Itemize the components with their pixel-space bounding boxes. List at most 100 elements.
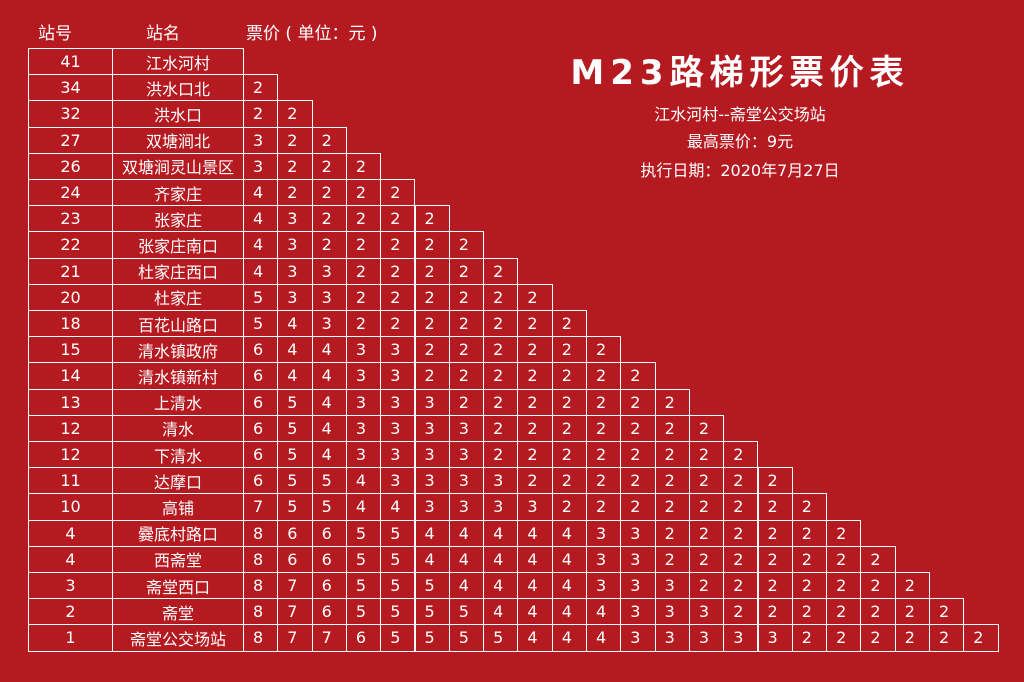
fare-cell: 4 [483, 572, 519, 600]
station-name: 下清水 [112, 441, 244, 469]
fare-cell: 3 [277, 231, 313, 259]
station-number: 34 [28, 74, 113, 102]
station-number: 11 [28, 467, 113, 495]
station-name: 高铺 [112, 493, 244, 521]
station-number: 41 [28, 48, 113, 76]
fare-cell: 2 [894, 572, 930, 600]
fare-cell: 8 [243, 519, 279, 547]
fare-cell: 2 [688, 467, 725, 495]
fare-cell: 2 [654, 388, 690, 416]
fare-cell: 2 [483, 388, 519, 416]
fare-cell: 3 [620, 519, 656, 547]
fare-cell: 2 [586, 336, 622, 364]
fare-cell: 3 [620, 624, 656, 652]
fare-cell: 2 [826, 624, 862, 652]
station-name: 双塘涧灵山景区 [112, 152, 244, 180]
fare-cell: 2 [345, 310, 382, 338]
fare-cell: 2 [483, 257, 519, 285]
fare-cell: 2 [688, 441, 725, 469]
fare-cell: 6 [311, 519, 347, 547]
fare-cell: 2 [414, 310, 450, 338]
fare-cell: 2 [380, 205, 416, 233]
fare-cell: 5 [380, 519, 416, 547]
fare-cell: 2 [414, 257, 450, 285]
fare-cell: 2 [380, 283, 416, 311]
fare-cell: 2 [243, 100, 279, 128]
fare-cell: 3 [517, 493, 553, 521]
fare-cell: 6 [277, 545, 313, 573]
fare-cell: 2 [586, 388, 622, 416]
station-number: 32 [28, 100, 113, 128]
header-station-name: 站名 [146, 24, 180, 44]
fare-cell: 2 [860, 572, 896, 600]
fare-cell: 3 [345, 336, 382, 364]
fare-cell: 2 [723, 519, 759, 547]
header-station-no: 站号 [38, 24, 72, 44]
fare-cell: 4 [277, 310, 313, 338]
station-name: 双塘涧北 [112, 126, 244, 154]
fare-cell: 2 [929, 598, 965, 626]
fare-cell: 3 [277, 283, 313, 311]
station-number: 26 [28, 152, 113, 180]
fare-cell: 2 [380, 231, 416, 259]
fare-cell: 3 [620, 572, 656, 600]
station-number: 27 [28, 126, 113, 154]
fare-cell: 2 [723, 441, 759, 469]
fare-cell: 8 [243, 624, 279, 652]
fare-cell: 5 [345, 572, 382, 600]
fare-cell: 2 [757, 598, 793, 626]
fare-cell: 2 [345, 152, 382, 180]
fare-cell: 3 [586, 545, 622, 573]
fare-cell: 2 [448, 362, 485, 390]
fare-cell: 2 [414, 205, 450, 233]
fare-cell: 4 [483, 519, 519, 547]
fare-cell: 2 [723, 545, 759, 573]
fare-cell: 2 [345, 179, 382, 207]
fare-cell: 2 [517, 388, 553, 416]
fare-cell: 4 [311, 441, 347, 469]
fare-cell: 4 [311, 362, 347, 390]
fare-cell: 2 [311, 179, 347, 207]
fare-cell: 2 [586, 441, 622, 469]
fare-cell: 4 [243, 179, 279, 207]
fare-cell: 5 [277, 388, 313, 416]
fare-cell: 3 [380, 336, 416, 364]
fare-cell: 2 [929, 624, 965, 652]
fare-cell: 2 [311, 205, 347, 233]
fare-cell: 2 [723, 467, 759, 495]
fare-cell: 2 [757, 572, 793, 600]
station-number: 20 [28, 283, 113, 311]
fare-cell: 3 [483, 467, 519, 495]
fare-cell: 6 [311, 545, 347, 573]
fare-cell: 3 [448, 493, 485, 521]
station-number: 14 [28, 362, 113, 390]
fare-cell: 2 [688, 572, 725, 600]
fare-cell: 2 [791, 493, 828, 521]
fare-cell: 4 [311, 388, 347, 416]
fare-cell: 4 [414, 519, 450, 547]
station-number: 12 [28, 414, 113, 442]
station-name: 斋堂公交场站 [112, 624, 244, 652]
fare-cell: 2 [448, 388, 485, 416]
fare-cell: 2 [345, 257, 382, 285]
station-number: 18 [28, 310, 113, 338]
fare-cell: 4 [517, 624, 553, 652]
station-number: 21 [28, 257, 113, 285]
fare-cell: 4 [277, 336, 313, 364]
fare-cell: 2 [551, 388, 587, 416]
station-name: 齐家庄 [112, 179, 244, 207]
fare-cell: 5 [380, 624, 416, 652]
station-number: 2 [28, 598, 113, 626]
fare-cell: 2 [551, 336, 587, 364]
fare-cell: 2 [757, 467, 793, 495]
fare-cell: 5 [243, 283, 279, 311]
fare-cell: 4 [517, 572, 553, 600]
fare-cell: 2 [791, 572, 828, 600]
fare-cell: 2 [483, 336, 519, 364]
station-name: 爨底村路口 [112, 519, 244, 547]
fare-cell: 3 [345, 441, 382, 469]
fare-cell: 2 [448, 231, 485, 259]
fare-cell: 4 [311, 414, 347, 442]
fare-cell: 4 [586, 598, 622, 626]
fare-cell: 2 [860, 624, 896, 652]
